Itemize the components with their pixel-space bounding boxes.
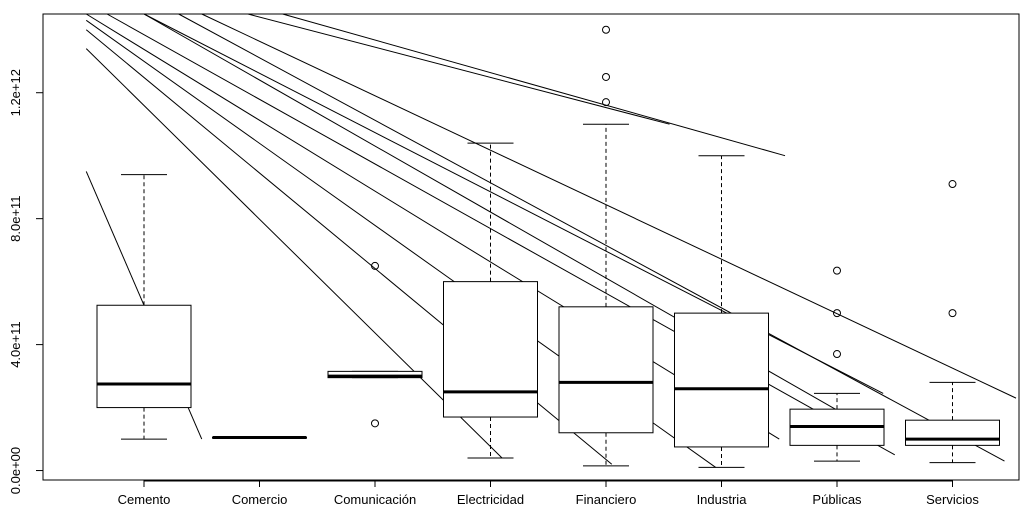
box-7-outlier-2 — [833, 309, 841, 318]
box-3-iqr — [327, 370, 423, 379]
box-5-outlier-1 — [602, 25, 610, 34]
box-7-outlier-1 — [833, 266, 841, 275]
x-tick-label-2: Comercio — [232, 492, 288, 507]
y-tick-label-4: 1.2e+12 — [8, 69, 23, 116]
y-tick-label-2: 4.0e+11 — [8, 321, 23, 367]
box-5 — [558, 25, 654, 467]
box-6 — [674, 155, 769, 468]
box-5-iqr — [558, 306, 654, 434]
overlay-line-12 — [282, 13, 786, 157]
box-3-outlier-1 — [371, 261, 379, 270]
overlay-line-5 — [85, 13, 780, 440]
x-tick-label-8: Servicios — [926, 492, 979, 507]
overlay-line-9 — [178, 13, 1005, 462]
overlay-line-10 — [201, 13, 1017, 399]
x-tick-label-3: Comunicación — [334, 492, 416, 507]
box-4 — [443, 142, 538, 459]
box-7 — [789, 266, 885, 462]
box-2 — [212, 435, 307, 439]
box-7-outlier-3 — [833, 350, 841, 359]
x-tick-label-6: Industria — [697, 492, 748, 507]
boxes — [96, 25, 1000, 468]
x-tick-label-1: Cemento — [118, 492, 171, 507]
box-8-outlier-2 — [948, 309, 957, 318]
plot-frame — [42, 13, 1020, 481]
box-3-outlier-2 — [371, 419, 379, 428]
overlay-line-2 — [85, 48, 503, 459]
box-8 — [905, 180, 1000, 464]
x-tick-label-4: Electricidad — [457, 492, 524, 507]
box-1 — [96, 174, 192, 440]
overlay-line-11 — [247, 13, 670, 125]
box-6-iqr — [674, 312, 769, 448]
box-4-iqr — [443, 281, 538, 418]
box-8-outlier-1 — [948, 180, 957, 189]
y-tick-label-1: 0.0e+00 — [8, 447, 23, 494]
box-1-iqr — [96, 304, 192, 409]
x-tick-label-7: Públicas — [812, 492, 862, 507]
box-8-iqr — [905, 419, 1000, 446]
x-tick-label-5: Financiero — [576, 492, 637, 507]
box-5-outlier-2 — [602, 72, 610, 81]
box-3 — [327, 261, 423, 428]
overlay-lines — [85, 13, 1017, 468]
y-tick-label-3: 8.0e+11 — [8, 195, 23, 241]
axes: 0.0e+00 4.0e+11 8.0e+11 1.2e+12 Cemento Comer… — [8, 69, 979, 507]
box-5-outlier-3 — [602, 98, 610, 107]
